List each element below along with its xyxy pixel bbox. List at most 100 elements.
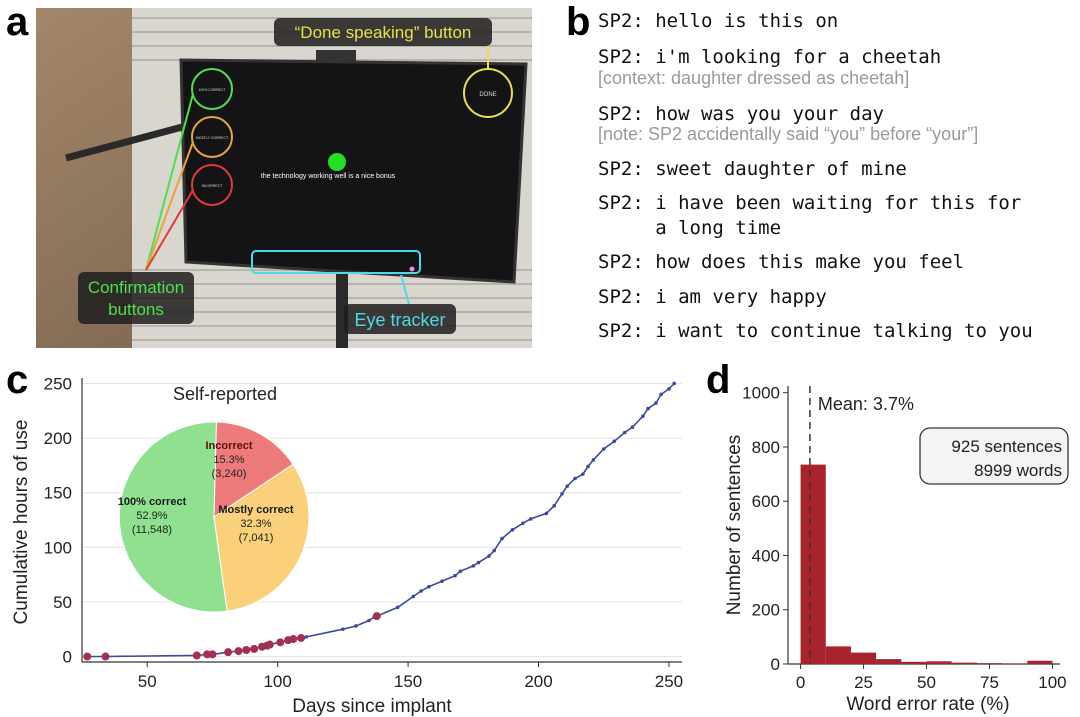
highlighted-point: [372, 612, 381, 621]
transcript-note: [note: SP2 accidentally said “you” befor…: [598, 124, 979, 144]
eye-tracker-led: [409, 266, 415, 272]
transcript-line: SP2: hello is this on: [598, 10, 839, 32]
confirm-mostly-button: [191, 116, 233, 158]
summary-words: 8999 words: [974, 461, 1062, 480]
pie-slice-percent: 52.9%: [136, 510, 167, 522]
transcript-line: a long time: [598, 217, 782, 239]
highlighted-point: [192, 651, 201, 660]
summary-sentences: 925 sentences: [951, 437, 1062, 456]
axes: [81, 378, 682, 667]
y-axis-label: Cumulative hours of use: [11, 420, 32, 625]
highlighted-point: [276, 638, 285, 647]
data-point: [510, 528, 515, 532]
data-point: [641, 414, 645, 419]
data-point: [500, 536, 504, 541]
panel-label-a: a: [6, 0, 29, 44]
screen-sentence: the technology working well is a nice bo…: [261, 173, 396, 180]
confirm-line-orange: [145, 141, 194, 271]
y-axis-label: Number of sentences: [724, 435, 745, 616]
x-tick-label: 75: [980, 673, 999, 692]
highlighted-point: [234, 647, 243, 656]
transcript-line: SP2: how was you your day: [598, 103, 884, 125]
histogram-bar: [1027, 660, 1053, 664]
data-point: [654, 401, 658, 405]
pie-slice-count: (11,548): [132, 524, 172, 536]
transcript-note: [context: daughter dressed as cheetah]: [598, 68, 910, 88]
data-point: [672, 381, 676, 386]
pie-slice-percent: 15.3%: [213, 454, 244, 466]
data-point: [601, 447, 606, 451]
y-tick-label: 200: [44, 429, 72, 448]
data-point: [367, 618, 371, 623]
x-tick-label: 200: [524, 672, 552, 691]
data-point: [304, 635, 309, 639]
data-point: [492, 548, 496, 553]
highlighted-point: [208, 650, 217, 659]
data-point: [565, 484, 570, 488]
confirm-incorrect-button: [191, 164, 233, 206]
y-tick-label: 50: [53, 593, 72, 612]
x-tick-label: 250: [655, 672, 683, 691]
data-point: [395, 605, 400, 610]
confirm-callout-line2: buttons: [108, 300, 164, 319]
data-point: [560, 491, 564, 496]
pie-slice: [213, 421, 294, 518]
data-point: [630, 425, 635, 429]
panel-label-b: b: [566, 0, 591, 44]
pie-slice-count: (7,041): [239, 532, 274, 544]
highlighted-point: [83, 652, 92, 661]
eye-tracker-callout-text: Eye tracker: [354, 310, 445, 330]
support-arm: [65, 122, 187, 162]
done-button-label: DONE: [479, 92, 496, 98]
histogram-bar: [951, 662, 977, 664]
bars: [800, 464, 1053, 664]
x-tick-label: 50: [917, 673, 936, 692]
transcript-line: SP2: i want to continue talking to you: [598, 320, 1033, 342]
usage-line-chart: 0 50 100 150 200 250 50 100 150 200 250 Days since…: [11, 374, 684, 717]
y-tick-label: 250: [44, 374, 72, 393]
x-tick-label: 0: [796, 673, 805, 692]
histogram-bar: [876, 659, 902, 664]
y-tick-label: 150: [44, 484, 72, 503]
data-point: [521, 521, 525, 526]
data-point: [427, 584, 431, 589]
pie-slice: [213, 463, 310, 612]
x-tick-label: 50: [138, 672, 157, 691]
tick-labels: 0 50 100 150 200 250 50 100 150 200 250: [44, 374, 684, 691]
y-tick-label: 1000: [742, 384, 780, 403]
y-tick-label: 600: [752, 492, 780, 511]
transcript-line: SP2: i am very happy: [598, 286, 827, 308]
summary-box: [919, 427, 1069, 485]
histogram-bar: [926, 661, 952, 664]
y-tick-label: 800: [752, 438, 780, 457]
data-point: [659, 392, 663, 397]
data-point: [552, 504, 556, 508]
y-tick-label: 100: [44, 538, 72, 557]
data-point: [586, 464, 590, 469]
pie-title: Self-reported: [173, 384, 277, 404]
histogram-bar: [800, 464, 826, 664]
done-callout-box: [274, 18, 492, 46]
pie-chart: 100% correct 52.9% (11,548) Incorrect 15.3% (…: [118, 421, 310, 613]
eye-tracker-callout-box: [344, 304, 456, 334]
data-point: [453, 573, 457, 578]
highlighted-point: [242, 645, 251, 654]
data-point: [646, 406, 650, 411]
data-point: [581, 472, 585, 476]
data-point: [471, 564, 476, 568]
pie-slice-label: 100% correct: [118, 496, 187, 508]
highlighted-point: [101, 652, 110, 661]
camera-mount: [316, 50, 356, 62]
highlighted-point: [289, 635, 298, 644]
panel-label-c: c: [6, 358, 29, 402]
panel-label-d: d: [706, 358, 731, 402]
data-point: [419, 589, 423, 593]
data-point: [487, 554, 491, 558]
histogram-bar: [901, 661, 927, 664]
pie-slice-percent: 32.3%: [240, 518, 271, 530]
x-axis-label: Word error rate (%): [846, 694, 1009, 715]
x-tick-label: 100: [1038, 673, 1066, 692]
pie-slice-count: (3,240): [212, 468, 247, 480]
data-point: [573, 476, 577, 481]
device-photo: the technology working well is a nice bo…: [36, 8, 532, 348]
